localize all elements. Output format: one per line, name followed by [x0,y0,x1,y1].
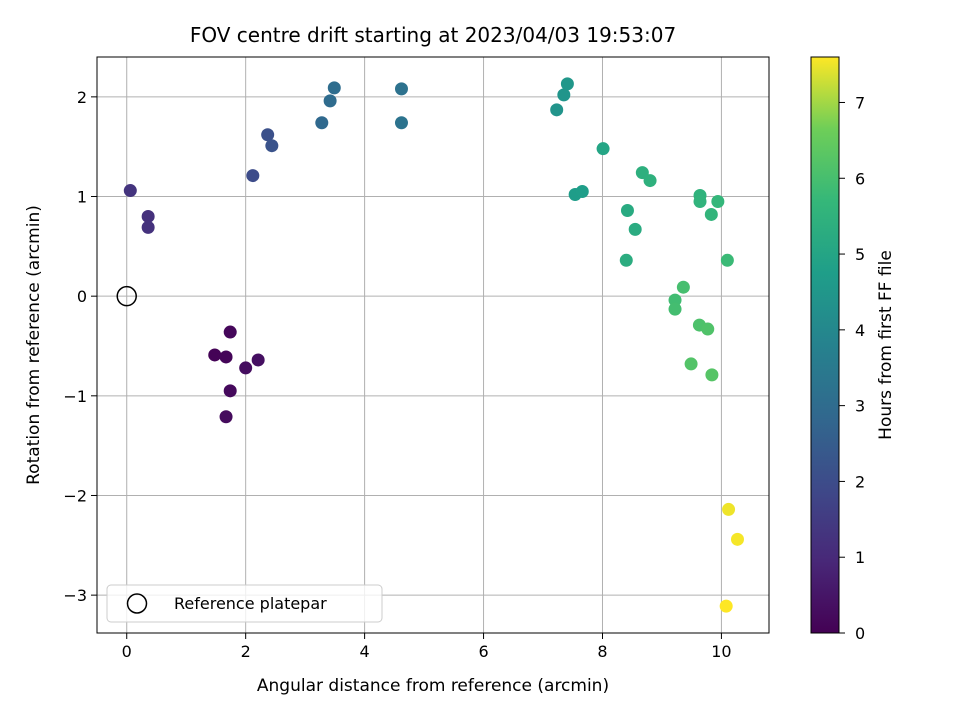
plot-frame [96,56,770,634]
data-point [141,220,155,234]
data-point [315,116,329,130]
data-point [394,116,408,130]
x-tick-label: 2 [241,642,251,661]
data-point [394,82,408,96]
data-point [596,142,610,156]
data-point [730,532,744,546]
colorbar-gradient [811,57,839,633]
colorbar-label: Hours from first FF file [876,250,896,440]
data-point [575,185,589,199]
data-point [704,207,718,221]
data-point [693,194,707,208]
colorbar-ticks: 0 1 2 3 4 5 6 7 [839,93,865,643]
data-point [635,166,649,180]
colorbar-tick-label: 1 [855,548,865,567]
data-point [223,325,237,339]
data-point [711,194,725,208]
data-point [251,353,265,367]
y-axis-label: Rotation from reference (arcmin) [24,205,44,485]
data-point [550,103,564,117]
data-point [239,361,253,375]
x-tick-label: 6 [478,642,488,661]
data-point [219,410,233,424]
data-point [261,128,275,142]
chart-title: FOV centre drift starting at 2023/04/03 … [190,23,676,47]
y-tick-label: 1 [77,188,87,207]
y-tick-label: 2 [77,88,87,107]
colorbar-tick-label: 5 [855,245,865,264]
x-axis-label: Angular distance from reference (arcmin) [257,676,609,696]
legend-marker-reference [126,593,148,614]
grid-lines [97,57,769,633]
data-point [628,222,642,236]
colorbar-tick-label: 4 [855,321,865,340]
data-point [619,253,633,267]
data-point [557,88,571,102]
data-point [643,174,657,188]
data-point [705,368,719,382]
data-points [116,77,744,613]
colorbar-tick-label: 0 [855,624,865,643]
colorbar: 0 1 2 3 4 5 6 7 Hours from first FF file [810,56,896,643]
data-point [676,280,690,294]
data-point [246,169,260,183]
data-point [323,94,337,108]
colorbar-tick-label: 6 [855,169,865,188]
data-point [560,77,574,91]
data-point [223,384,237,398]
x-tick-label: 8 [597,642,607,661]
data-point [722,502,736,516]
x-tick-label: 4 [360,642,370,661]
data-point [219,350,233,364]
axes [96,56,770,634]
data-point [668,302,682,316]
x-tick-label: 0 [122,642,132,661]
legend-box [106,584,383,623]
data-point [327,81,341,95]
x-tick-label: 10 [711,642,731,661]
legend-label-reference: Reference platepar [174,594,327,613]
y-tick-label: 0 [77,287,87,306]
legend: Reference platepar [106,584,383,623]
data-point [123,184,137,198]
data-point [720,253,734,267]
colorbar-tick-label: 3 [855,397,865,416]
data-point [620,203,634,217]
colorbar-tick-label: 2 [855,472,865,491]
y-tick-label: −1 [63,387,87,406]
data-point [719,599,733,613]
data-point [684,357,698,371]
data-point [208,348,222,362]
y-tick-label: −2 [63,486,87,505]
colorbar-tick-label: 7 [855,93,865,112]
data-point [668,293,682,307]
reference-point-marker [116,285,137,307]
y-tick-label: −3 [63,586,87,605]
data-point [265,139,279,153]
colorbar-frame [810,56,840,634]
y-axis-ticks: −3 −2 −1 0 1 2 [63,88,97,605]
data-point [701,322,715,336]
x-axis-ticks: 0 2 4 6 8 10 [122,633,732,661]
data-point [141,209,155,223]
